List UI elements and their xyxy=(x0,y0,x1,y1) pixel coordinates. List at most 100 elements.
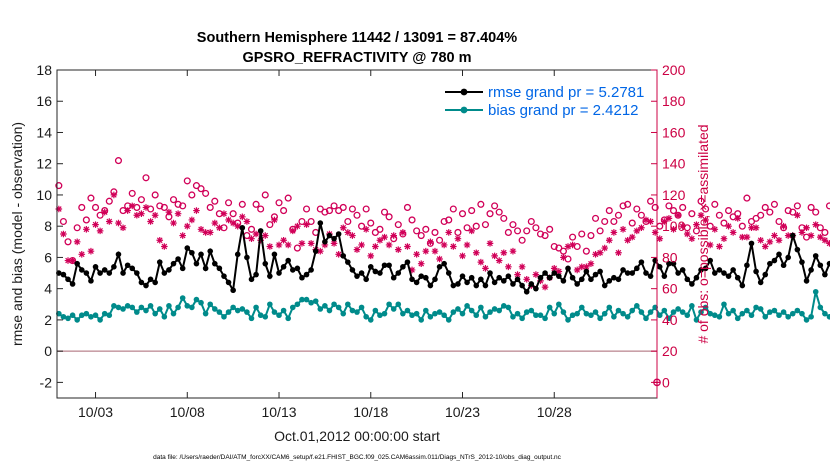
rmse-point xyxy=(533,285,539,292)
assimilated-obs-point xyxy=(60,230,67,238)
rmse-point xyxy=(569,274,576,281)
assimilated-obs-point xyxy=(248,235,255,242)
possible-obs-point xyxy=(738,222,746,230)
bias-point xyxy=(322,303,328,309)
rmse-point xyxy=(730,267,736,273)
assimilated-obs-point xyxy=(807,232,815,239)
bias-point xyxy=(776,312,782,319)
rmse-point xyxy=(367,264,374,270)
rmse-point xyxy=(601,282,608,289)
assimilated-obs-point xyxy=(404,243,411,250)
bias-point xyxy=(826,313,830,320)
bias-point xyxy=(184,303,191,309)
possible-obs-point xyxy=(206,203,214,211)
rmse-point xyxy=(606,278,613,284)
rmse-point xyxy=(271,251,278,258)
assimilated-obs-point xyxy=(523,275,531,283)
assimilated-obs-point xyxy=(92,221,99,228)
assimilated-obs-point xyxy=(431,247,439,255)
rmse-point xyxy=(734,274,741,281)
assimilated-obs-point xyxy=(376,236,384,244)
rmse-point xyxy=(468,274,475,281)
possible-obs-point xyxy=(436,236,444,244)
assimilated-obs-point xyxy=(399,229,407,236)
bias-point xyxy=(473,312,480,319)
rmse-point xyxy=(739,282,746,289)
assimilated-obs-point xyxy=(615,249,622,257)
rmse-point xyxy=(716,267,723,273)
assimilated-obs-point xyxy=(454,235,462,242)
assimilated-obs-point xyxy=(280,236,287,244)
rmse-point xyxy=(473,282,480,289)
assimilated-obs-point xyxy=(651,229,659,236)
possible-obs-point xyxy=(651,203,659,211)
bias-point xyxy=(468,307,475,314)
rmse-point xyxy=(445,270,452,276)
bias-point xyxy=(354,309,360,315)
y-right-tick-label: 80 xyxy=(662,249,678,265)
assimilated-obs-point xyxy=(339,224,347,232)
possible-obs-point xyxy=(587,232,595,240)
rmse-point xyxy=(262,260,269,267)
rmse-point xyxy=(198,251,204,258)
possible-obs-point xyxy=(495,208,503,216)
rmse-point xyxy=(666,260,672,267)
rmse-point xyxy=(487,270,493,276)
rmse-point xyxy=(523,288,530,295)
assimilated-obs-point xyxy=(633,227,641,235)
rmse-point xyxy=(92,264,99,270)
plot-area xyxy=(55,157,830,387)
rmse-point xyxy=(111,264,117,270)
rmse-point xyxy=(826,260,830,267)
assimilated-obs-point xyxy=(372,243,379,250)
rmse-point xyxy=(785,254,791,261)
assimilated-obs-point xyxy=(752,224,760,232)
bias-point xyxy=(629,307,636,314)
rmse-series xyxy=(56,220,830,295)
rmse-point xyxy=(725,273,732,279)
rmse-point xyxy=(670,260,677,267)
possible-obs-point xyxy=(757,211,765,219)
bias-point xyxy=(427,313,434,320)
bias-point xyxy=(244,309,250,315)
assimilated-obs-point xyxy=(509,247,517,255)
rmse-point xyxy=(574,281,580,287)
bias-point xyxy=(533,312,539,319)
rmse-point xyxy=(354,273,360,279)
bias-point xyxy=(647,309,654,315)
bias-point xyxy=(234,307,241,314)
assimilated-obs-point xyxy=(206,229,214,236)
possible-obs-point xyxy=(197,185,205,193)
rmse-point xyxy=(418,273,425,279)
rmse-point xyxy=(482,282,489,289)
possible-obs-point xyxy=(720,219,728,227)
rmse-point xyxy=(638,259,645,265)
rmse-point xyxy=(537,274,544,281)
rmse-point xyxy=(556,273,562,279)
assimilated-obs-point xyxy=(147,218,154,225)
bias-point xyxy=(432,310,438,317)
bias-point xyxy=(230,304,236,311)
bias-point xyxy=(808,313,814,320)
possible-obs-point xyxy=(679,203,687,211)
y-tick-label: 16 xyxy=(36,93,52,109)
bias-point xyxy=(97,317,103,323)
possible-obs-point xyxy=(752,214,760,222)
possible-obs-point xyxy=(238,200,246,208)
possible-obs-point xyxy=(91,203,100,211)
bias-point xyxy=(92,312,99,319)
x-tick-label: 10/08 xyxy=(170,404,205,420)
assimilated-obs-point xyxy=(706,241,714,249)
rmse-point xyxy=(115,251,122,258)
possible-obs-point xyxy=(353,211,361,219)
assimilated-obs-point xyxy=(436,255,443,263)
bias-point xyxy=(69,312,76,319)
possible-obs-point xyxy=(202,189,210,197)
bias-point xyxy=(129,304,136,311)
assimilated-obs-point xyxy=(183,222,191,230)
y-tick-label: 18 xyxy=(36,62,52,78)
assimilated-obs-point xyxy=(417,260,425,267)
assimilated-obs-point xyxy=(716,243,723,250)
rmse-point xyxy=(386,262,392,269)
possible-obs-point xyxy=(302,205,311,213)
